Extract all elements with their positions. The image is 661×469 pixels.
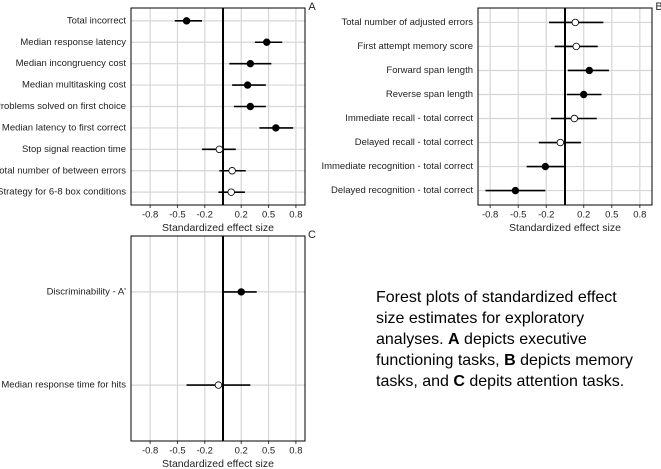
x-tick-label: -0.8 (142, 446, 158, 457)
category-label: Forward span length (386, 65, 473, 76)
point-estimate (214, 381, 223, 389)
point-estimate (228, 167, 236, 175)
category-label: Immediate recall - total correct (345, 113, 473, 124)
category-label: Discriminability - A' (47, 286, 127, 297)
caption-text: Forest plots of standardized effect size… (376, 289, 617, 348)
panel-label: A (308, 1, 316, 13)
x-tick-label: 0.5 (262, 210, 275, 221)
point-estimate (511, 186, 520, 195)
x-tick-label: 0.5 (262, 446, 275, 457)
category-label: Stop signal reaction time (22, 144, 126, 155)
point-estimate (227, 188, 235, 196)
category-label: Delayed recall - total correct (355, 137, 474, 148)
x-tick-label: 0.8 (633, 210, 646, 221)
x-tick-label: -0.5 (169, 446, 185, 457)
point-estimate (182, 17, 191, 25)
x-tick-label: -0.8 (482, 210, 498, 221)
caption-text: depits attention tasks. (464, 373, 625, 390)
point-estimate (246, 59, 255, 68)
category-label: Total incorrect (67, 15, 126, 26)
x-tick-label: -0.8 (142, 210, 158, 221)
axis-title: Standardized effect size (162, 222, 274, 234)
x-tick-label: 0.8 (289, 210, 302, 221)
x-tick-label: -0.5 (510, 210, 526, 221)
caption: Forest plots of standardized effect size… (376, 287, 648, 392)
category-label: Median multitasking cost (22, 80, 126, 91)
plot-border (130, 235, 306, 442)
caption-bold: C (453, 373, 465, 390)
point-estimate (263, 38, 271, 46)
category-label: Median response latency (20, 37, 126, 48)
panel-label: B (655, 1, 661, 13)
x-tick-label: -0.2 (197, 446, 213, 457)
point-estimate (237, 288, 245, 296)
x-tick-label: 0.5 (605, 210, 618, 221)
category-label: Total number of adjusted errors (342, 17, 474, 28)
category-label: Problems solved on first choice (0, 101, 126, 112)
panel-label: C (308, 229, 316, 241)
plot-border (130, 7, 306, 206)
category-label: Median incongruency cost (16, 58, 127, 69)
x-tick-label: 0.2 (235, 446, 248, 457)
point-estimate (215, 145, 224, 154)
caption-text: depicts executive functioning tasks, (376, 331, 587, 369)
axis-title: Standardized effect size (162, 458, 274, 469)
point-estimate (572, 42, 580, 51)
point-estimate (580, 90, 588, 99)
point-estimate (272, 124, 280, 132)
category-label: Median latency to first correct (2, 122, 126, 133)
point-estimate (570, 114, 579, 123)
x-tick-label: 0.2 (235, 210, 248, 221)
caption-text: depicts memory tasks, and (376, 352, 634, 390)
category-label: Strategy for 6-8 box conditions (0, 187, 126, 198)
point-estimate (571, 18, 579, 27)
caption-bold: B (504, 352, 516, 369)
x-tick-label: -0.5 (169, 210, 185, 221)
category-label: Immediate recognition - total correct (321, 161, 473, 172)
axis-title: Standardized effect size (509, 222, 621, 234)
x-tick-label: -0.2 (197, 210, 213, 221)
category-label: Delayed recognition - total correct (331, 185, 473, 196)
category-label: Median response time for hits (1, 380, 126, 391)
caption-bold: A (448, 331, 460, 348)
category-label: First attempt memory score (357, 41, 473, 52)
point-estimate (585, 66, 594, 75)
point-estimate (541, 162, 550, 171)
x-tick-label: -0.2 (538, 210, 554, 221)
category-label: Total number of between errors (0, 165, 126, 176)
x-tick-label: 0.8 (289, 446, 302, 457)
point-estimate (556, 138, 565, 147)
point-estimate (243, 81, 252, 89)
plot-border (477, 7, 653, 206)
point-estimate (246, 102, 255, 111)
category-label: Reverse span length (386, 89, 473, 100)
x-tick-label: 0.2 (577, 210, 590, 221)
